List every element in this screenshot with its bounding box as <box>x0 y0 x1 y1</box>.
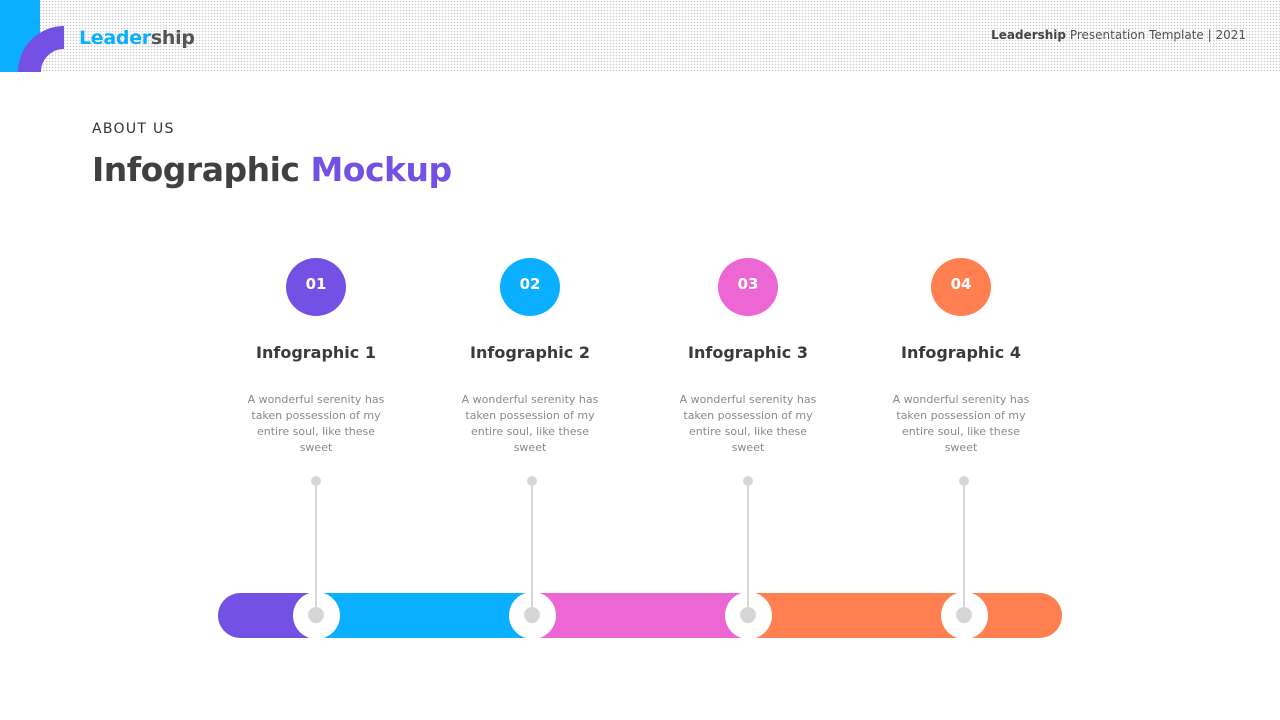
logo-part-1: Leader <box>79 27 151 49</box>
step-description: A wonderful serenity has taken possessio… <box>679 393 817 454</box>
connector-top-dot <box>959 476 969 486</box>
timeline-segment-3 <box>532 593 748 638</box>
step-number-badge: 02 <box>500 258 560 316</box>
timeline-connector-line <box>963 481 965 615</box>
title-part-1: Infographic <box>92 150 300 189</box>
step-title: Infographic 2 <box>470 343 590 362</box>
eyebrow: ABOUT US <box>92 121 175 137</box>
timeline-connector-line <box>531 481 533 615</box>
timeline-segment-4 <box>748 593 1062 638</box>
timeline-connector-line <box>315 481 317 615</box>
step-description: A wonderful serenity has taken possessio… <box>892 393 1030 454</box>
step-number-badge: 04 <box>931 258 991 316</box>
timeline-marker-dot <box>956 607 972 623</box>
step-description: A wonderful serenity has taken possessio… <box>461 393 599 454</box>
timeline-segment-2 <box>316 593 532 638</box>
logo-part-2: ship <box>150 27 195 49</box>
step-description: A wonderful serenity has taken possessio… <box>247 393 385 454</box>
timeline-marker-dot <box>740 607 756 623</box>
timeline-marker-dot <box>308 607 324 623</box>
connector-top-dot <box>311 476 321 486</box>
step-title: Infographic 3 <box>688 343 808 362</box>
title-part-2: Mockup <box>310 150 452 189</box>
connector-top-dot <box>527 476 537 486</box>
step-title: Infographic 4 <box>901 343 1021 362</box>
header-title: Leadership Presentation Template | 2021 <box>991 28 1246 42</box>
header-title-rest: Presentation Template | 2021 <box>1069 28 1246 42</box>
timeline-bar <box>218 593 1062 638</box>
header-title-bold: Leadership <box>991 28 1067 42</box>
page-title: Infographic Mockup <box>92 150 452 189</box>
step-number-badge: 01 <box>286 258 346 316</box>
step-number-badge: 03 <box>718 258 778 316</box>
header-bar: Leadership Leadership Presentation Templ… <box>0 0 1280 72</box>
timeline-connector-line <box>747 481 749 615</box>
step-title: Infographic 1 <box>256 343 376 362</box>
connector-top-dot <box>743 476 753 486</box>
logo-text: Leadership <box>79 27 195 49</box>
timeline-marker-dot <box>524 607 540 623</box>
